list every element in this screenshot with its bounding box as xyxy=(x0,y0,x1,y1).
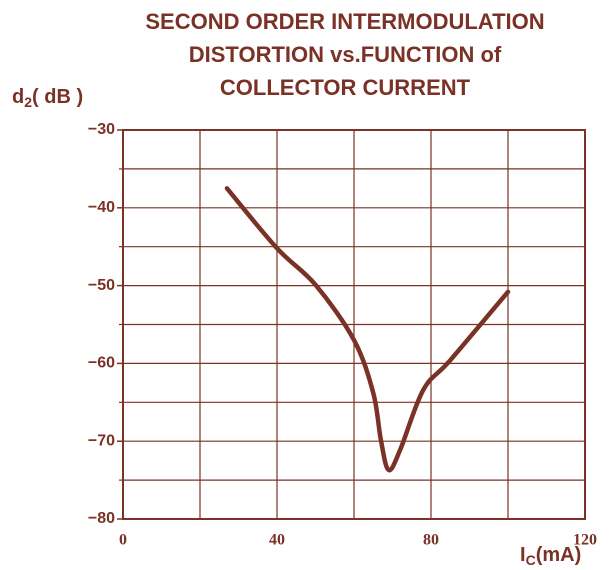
x-label-rest: (mA) xyxy=(536,544,582,566)
y-label-rest: ( dB ) xyxy=(32,86,83,108)
y-label-sub: 2 xyxy=(24,94,32,110)
x-tick-label: 120 xyxy=(573,532,597,549)
x-label-sub: C xyxy=(526,552,536,568)
y-tick-label: −80 xyxy=(88,510,115,527)
x-tick-label: 0 xyxy=(119,532,127,549)
y-tick-label: −30 xyxy=(88,121,115,138)
y-tick-label: −60 xyxy=(88,355,115,372)
y-label-main: d xyxy=(12,86,24,108)
y-tick-label: −40 xyxy=(88,199,115,216)
x-axis-label: IC(mA) xyxy=(520,544,581,567)
x-tick-label: 80 xyxy=(423,532,439,549)
y-tick-label: −70 xyxy=(88,432,115,449)
x-tick-label: 40 xyxy=(269,532,285,549)
y-axis-label: d2( dB ) xyxy=(12,86,83,109)
chart-title: DISTORTION vs.FUNCTION of xyxy=(189,42,502,67)
data-line xyxy=(224,186,511,473)
y-tick-label: −50 xyxy=(88,277,115,294)
x-label-main: I xyxy=(520,544,526,566)
chart-title: SECOND ORDER INTERMODULATION xyxy=(145,9,544,34)
chart-title: COLLECTOR CURRENT xyxy=(220,75,471,100)
